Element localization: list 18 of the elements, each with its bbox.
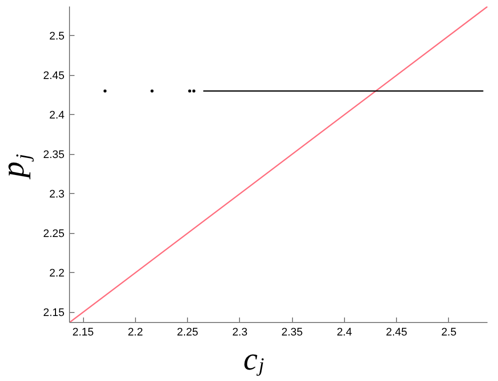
x-tick-label: 2.25 xyxy=(176,326,198,338)
y-tick-label: 2.2 xyxy=(49,268,65,280)
x-tick-label: 2.2 xyxy=(128,326,143,338)
x-tick-label: 2.45 xyxy=(386,326,408,338)
x-tick-label: 2.35 xyxy=(281,326,303,338)
y-tick-label: 2.3 xyxy=(49,188,65,201)
y-tick-label: 2.45 xyxy=(43,70,65,82)
x-tick-label: 2.5 xyxy=(441,326,456,338)
y-tick-label: 2.4 xyxy=(49,110,65,122)
y-tick-label: 2.25 xyxy=(43,228,65,240)
x-tick-label: 2.3 xyxy=(232,326,248,338)
y-axis-title: pj xyxy=(0,154,34,180)
y-tick-label: 2.5 xyxy=(49,30,65,43)
y-tick-label: 2.35 xyxy=(43,149,65,162)
x-tick-label: 2.15 xyxy=(72,326,94,338)
x-axis-title: cj xyxy=(243,340,265,376)
x-tick-label: 2.4 xyxy=(336,326,352,338)
y-tick-label: 2.15 xyxy=(43,307,65,320)
